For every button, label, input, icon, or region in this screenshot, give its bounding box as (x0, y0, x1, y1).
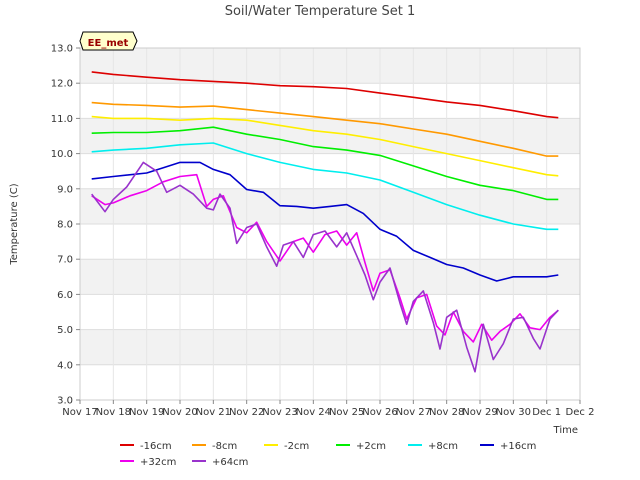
plot-band (80, 83, 580, 119)
y-tick-label: 9.0 (57, 184, 73, 195)
annotation-box: EE_met (79, 31, 138, 51)
plot-band (80, 259, 580, 295)
series-lines (91, 71, 559, 373)
x-tick-label: Nov 27 (396, 407, 431, 418)
series-line-16cm (91, 161, 559, 282)
y-tick-label: 10.0 (51, 149, 73, 160)
series-line-2cm (91, 115, 559, 177)
series-line-64cm (91, 161, 559, 373)
x-tick-label: Nov 19 (129, 407, 164, 418)
series-line-16cm (91, 71, 559, 119)
x-tick-label: Dec 1 (532, 407, 561, 418)
y-tick-label: 4.0 (57, 360, 73, 371)
y-axis-label: Temperature (C) (9, 183, 20, 265)
y-axis-ticks: 3.0 4.0 5.0 6.0 7.0 8.0 9.0 10.0 11.0 12.0 13.0 (51, 44, 80, 407)
y-tick-label: 13.0 (51, 44, 73, 55)
legend-label: +32cm (140, 457, 176, 468)
annotation-label: EE_met (88, 38, 129, 49)
x-tick-label: Nov 18 (96, 407, 131, 418)
y-tick-label: 11.0 (51, 114, 73, 125)
legend-label: -2cm (284, 441, 309, 452)
annotation-box-shape (79, 31, 138, 51)
y-tick-label: 8.0 (57, 220, 73, 231)
x-tick-label: Nov 17 (62, 407, 97, 418)
legend-label: +16cm (500, 441, 536, 452)
x-tick-label: Nov 25 (329, 407, 364, 418)
legend-label: -8cm (212, 441, 237, 452)
legend-label: +2cm (356, 441, 386, 452)
x-tick-label: Nov 23 (262, 407, 297, 418)
legend-label: -16cm (140, 441, 172, 452)
plot-band (80, 294, 580, 330)
legend-label: +8cm (428, 441, 458, 452)
x-axis-label: Time (553, 425, 578, 436)
x-tick-label: Nov 21 (196, 407, 231, 418)
legend: -16cm -8cm -2cm +2cm +8cm +16cm +32cm +64cm (120, 441, 536, 468)
x-tick-label: Nov 26 (362, 407, 397, 418)
series-line-8cm (91, 142, 559, 231)
series-line-8cm (91, 101, 559, 157)
legend-label: +64cm (212, 457, 248, 468)
plot-band (80, 329, 580, 365)
y-tick-label: 6.0 (57, 290, 73, 301)
plot-band (80, 224, 580, 260)
x-tick-label: Nov 20 (162, 407, 197, 418)
x-tick-label: Nov 28 (429, 407, 464, 418)
x-tick-label: Nov 24 (296, 407, 331, 418)
plot-band (80, 364, 580, 400)
plot-band (80, 48, 580, 84)
x-tick-label: Nov 30 (496, 407, 531, 418)
x-tick-label: Dec 2 (566, 407, 595, 418)
y-tick-label: 5.0 (57, 325, 73, 336)
series-line-2cm (91, 126, 559, 201)
y-tick-label: 12.0 (51, 79, 73, 90)
series-line-32cm (91, 173, 559, 343)
x-tick-label: Nov 22 (229, 407, 264, 418)
y-tick-label: 3.0 (57, 396, 73, 407)
x-tick-label: Nov 29 (462, 407, 497, 418)
chart-title: Soil/Water Temperature Set 1 (225, 4, 416, 19)
y-tick-label: 7.0 (57, 255, 73, 266)
